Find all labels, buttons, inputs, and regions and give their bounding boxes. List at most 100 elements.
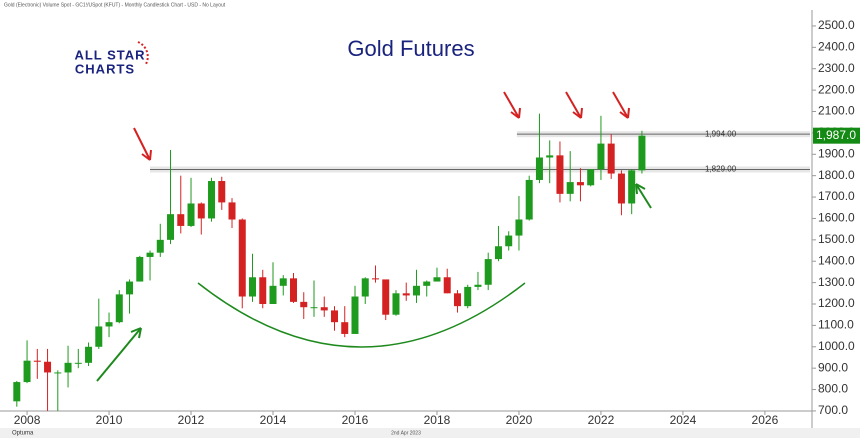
- header: Gold (Electronic) Volume Spot - GC1!/USp…: [4, 2, 226, 8]
- candle-body: [484, 259, 492, 285]
- candle-body: [412, 285, 420, 296]
- candle-body: [464, 286, 472, 307]
- candle-body: [505, 235, 513, 247]
- candle-body: [515, 219, 523, 236]
- y-tick-label: 1500.0: [818, 232, 855, 246]
- candle-body: [197, 203, 205, 219]
- candle-body: [535, 157, 543, 180]
- candle-body: [402, 293, 410, 296]
- logo: ALL STAR CHARTS: [74, 41, 149, 76]
- y-tick-label: 2100.0: [818, 104, 855, 118]
- candle-body: [351, 296, 359, 334]
- candle-body: [310, 307, 318, 309]
- candle-body: [249, 277, 257, 297]
- candle-body: [64, 362, 72, 373]
- y-tick-label: 1400.0: [818, 253, 855, 267]
- candle-body: [290, 278, 298, 302]
- arrow: [635, 183, 652, 209]
- candle-body: [597, 143, 605, 170]
- price-tag: [813, 127, 860, 144]
- arrow: [133, 127, 151, 161]
- candle-body: [269, 285, 277, 305]
- candle-body: [423, 281, 431, 286]
- y-tick-label: 1900.0: [818, 146, 855, 160]
- candle-body: [638, 135, 646, 171]
- arrow: [612, 91, 629, 119]
- candle-body: [566, 182, 574, 194]
- level-label: 1,994.00: [705, 129, 737, 138]
- arc: [197, 282, 526, 348]
- candle-body: [300, 301, 308, 308]
- x-tick-label: 2024: [670, 413, 697, 427]
- candle-body: [556, 155, 564, 194]
- annotations: [96, 91, 652, 382]
- x-tick-label: 2026: [752, 413, 779, 427]
- logo-line2: CHARTS: [75, 61, 135, 76]
- x-tick-label: 2008: [14, 413, 41, 427]
- level-label: 1,829.00: [705, 165, 737, 174]
- candle-body: [136, 256, 144, 282]
- candle-body: [453, 293, 461, 307]
- candle-body: [95, 326, 103, 347]
- y-tick-label: 1000.0: [818, 339, 855, 353]
- footer-brand: Optuma: [12, 431, 34, 437]
- candle-body: [330, 310, 338, 323]
- x-tick-label: 2018: [424, 413, 451, 427]
- y-tick-label: 1700.0: [818, 189, 855, 203]
- candle-body: [259, 277, 267, 305]
- candle-body: [228, 202, 236, 220]
- candle-body: [320, 307, 328, 311]
- candle-body: [607, 143, 615, 174]
- candle-body: [525, 179, 533, 220]
- candle-body: [587, 169, 595, 186]
- candle-body: [126, 281, 134, 295]
- candle-body: [115, 294, 123, 323]
- candle-body: [13, 382, 21, 402]
- x-tick-label: 2012: [178, 413, 205, 427]
- candle-body: [341, 322, 349, 334]
- y-tick-label: 1600.0: [818, 211, 855, 225]
- candle-body: [167, 214, 175, 240]
- logo-stars: [137, 41, 149, 65]
- candle-body: [494, 246, 502, 260]
- y-tick-label: 1800.0: [818, 168, 855, 182]
- arrow-head: [130, 327, 142, 339]
- arrow-head: [141, 149, 152, 161]
- y-tick-label: 900.0: [818, 360, 848, 374]
- y-tick-label: 2500.0: [818, 18, 855, 32]
- candle-body: [371, 278, 379, 280]
- candle-body: [392, 293, 400, 315]
- candle-body: [238, 219, 246, 297]
- y-tick-label: 800.0: [818, 382, 848, 396]
- x-tick-label: 2022: [588, 413, 615, 427]
- candle-body: [617, 173, 625, 204]
- x-tick-label: 2016: [342, 413, 369, 427]
- y-tick-label: 2400.0: [818, 40, 855, 54]
- y-tick-label: 700.0: [818, 403, 848, 417]
- y-tick-label: 2200.0: [818, 82, 855, 96]
- arrow-head: [572, 107, 583, 119]
- candle-body: [474, 284, 482, 287]
- candle-body: [44, 361, 52, 373]
- price-tag-label: 1,987.0: [816, 128, 856, 142]
- candle-body: [279, 278, 287, 286]
- candle-body: [85, 346, 93, 363]
- candle-body: [443, 277, 451, 294]
- candle-body: [628, 170, 636, 204]
- arrow: [96, 327, 142, 382]
- candle-body: [54, 372, 62, 374]
- candle-body: [74, 362, 82, 364]
- footer-bar: [0, 428, 860, 438]
- arrow-head: [510, 107, 521, 119]
- arrow-head: [635, 183, 646, 195]
- candle-body: [156, 239, 164, 253]
- candle-body: [146, 252, 154, 257]
- candle-body: [33, 360, 41, 362]
- logo-line1: ALL STAR: [74, 47, 145, 62]
- candle-body: [23, 360, 31, 383]
- candle-body: [177, 214, 185, 226]
- chart-title: Gold Futures: [347, 36, 474, 61]
- candle-body: [218, 181, 226, 203]
- arrow: [503, 91, 520, 119]
